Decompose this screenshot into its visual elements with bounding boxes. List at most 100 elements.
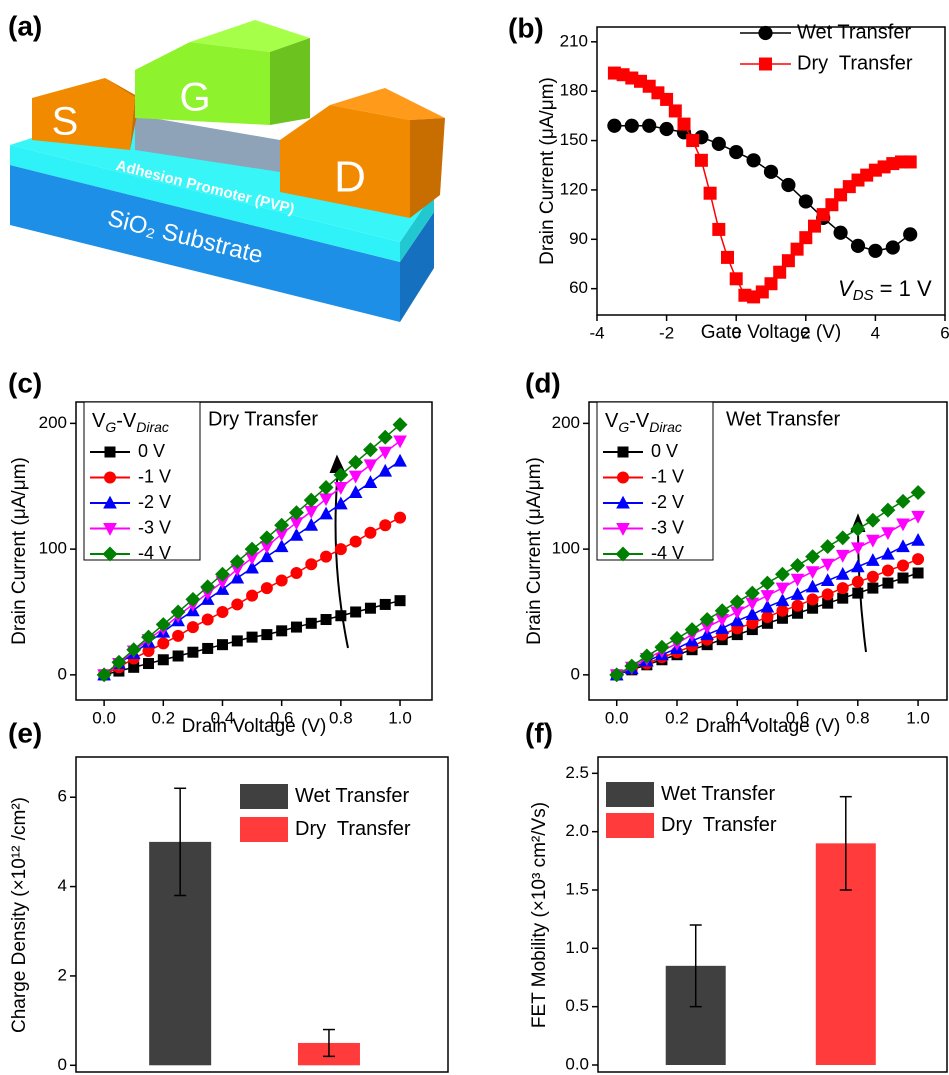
y-tick-label: 1.0 — [565, 938, 589, 957]
legend-swatch — [240, 784, 288, 809]
marker — [912, 567, 924, 579]
x-tick-label: 0.4 — [725, 708, 749, 727]
chart-title: Wet Transfer — [726, 408, 840, 430]
marker — [624, 118, 639, 133]
pvp-front — [10, 145, 400, 262]
panel-label: (e) — [8, 717, 42, 748]
marker — [760, 599, 775, 613]
x-axis-label: Drain Voltage (V) — [696, 716, 841, 737]
marker — [333, 467, 349, 483]
marker — [866, 570, 879, 583]
marker — [775, 566, 790, 582]
x-tick-label: 4 — [871, 323, 880, 342]
marker — [170, 604, 186, 620]
marker — [111, 654, 127, 670]
marker — [677, 117, 691, 131]
plot-frame — [75, 401, 433, 701]
text-part: V — [605, 410, 619, 432]
x-tick-label: -2 — [659, 323, 674, 342]
y-tick-label: 200 — [552, 413, 580, 432]
marker — [185, 591, 201, 607]
drain-label: D — [334, 153, 366, 202]
marker — [686, 134, 700, 148]
marker — [172, 629, 185, 642]
marker — [790, 242, 804, 256]
marker — [319, 506, 333, 520]
marker — [186, 621, 199, 634]
marker — [790, 587, 805, 600]
marker — [231, 598, 244, 611]
marker — [231, 635, 243, 647]
marker — [744, 585, 760, 601]
y-tick-label: 0.0 — [565, 1054, 589, 1073]
marker — [290, 567, 303, 580]
marker — [104, 471, 116, 484]
marker — [758, 25, 773, 41]
marker — [850, 521, 866, 537]
marker — [712, 222, 726, 236]
x-axis-label: Drain Voltage (V) — [182, 716, 327, 737]
marker — [806, 593, 819, 606]
source-front — [32, 78, 135, 150]
marker — [835, 566, 850, 580]
marker — [805, 549, 821, 565]
y-tick-label: 60 — [569, 278, 588, 297]
marker — [394, 511, 407, 524]
legend-label: -3 V — [138, 517, 171, 537]
marker — [660, 92, 674, 106]
marker — [290, 621, 302, 633]
marker — [791, 599, 804, 612]
text-part: Dirac — [649, 419, 682, 435]
y-tick-label: 4 — [58, 876, 67, 895]
marker — [882, 577, 894, 589]
legend-box — [83, 401, 201, 561]
marker — [895, 493, 911, 509]
marker — [721, 250, 734, 264]
plot-frame — [597, 756, 948, 1073]
marker — [201, 613, 214, 626]
y-tick-label: 180 — [560, 81, 588, 100]
marker — [362, 442, 378, 458]
pvp-side — [400, 192, 434, 262]
marker — [866, 553, 880, 566]
marker — [229, 554, 245, 570]
text-part: Dirac — [136, 419, 169, 435]
marker — [126, 642, 142, 658]
marker — [825, 198, 839, 212]
y-tick-label: 0 — [58, 1055, 67, 1074]
marker — [102, 546, 118, 562]
legend-label: 0 V — [138, 441, 165, 461]
y-axis-label: Drain Current (μA/μm) — [537, 77, 558, 265]
marker — [885, 240, 900, 255]
marker — [246, 631, 258, 643]
legend-label: -2 V — [651, 492, 684, 512]
marker — [684, 622, 700, 638]
marker — [216, 605, 229, 618]
text-part: G — [105, 419, 116, 435]
legend-swatch — [606, 813, 654, 838]
marker — [642, 118, 657, 133]
marker — [729, 594, 745, 610]
y-tick-label: 2 — [58, 965, 67, 984]
marker — [881, 546, 895, 560]
y-tick-label: 120 — [560, 179, 588, 198]
marker — [798, 194, 813, 209]
gate-label: G — [179, 76, 210, 120]
gate-front — [135, 42, 270, 125]
annotation: VDS = 1 V — [838, 276, 932, 304]
marker — [379, 519, 392, 532]
marker — [289, 527, 304, 541]
plot-frame — [75, 756, 449, 1073]
marker — [363, 459, 378, 473]
marker — [790, 558, 805, 573]
marker — [881, 527, 895, 541]
drain-top — [330, 88, 445, 120]
marker — [304, 517, 319, 531]
marker — [896, 518, 910, 532]
marker — [377, 429, 393, 445]
marker — [304, 505, 319, 519]
plot-frame — [596, 26, 946, 316]
marker — [617, 471, 629, 484]
y-tick-label: 100 — [39, 539, 67, 558]
marker — [694, 153, 708, 167]
